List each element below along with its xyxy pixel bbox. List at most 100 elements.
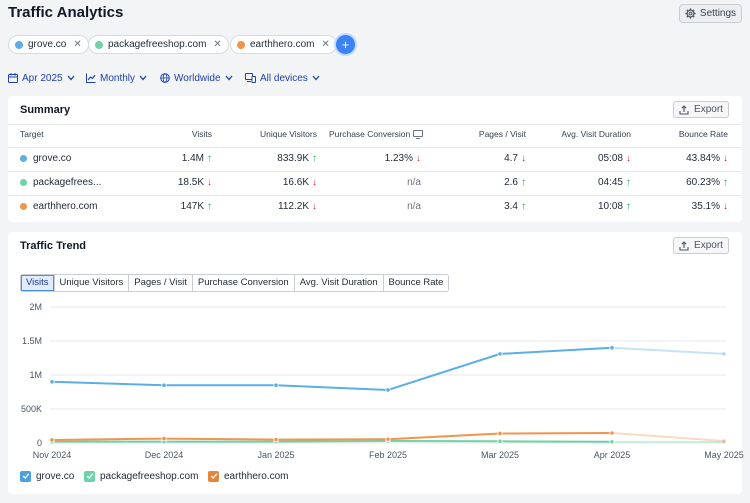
table-row[interactable]: packagefrees... (20, 177, 101, 188)
traffic-trend-chart: 0 500K 1M 1.5M 2M Nov 2024 Dec 2024 Jan 2025 Feb… (21, 302, 744, 460)
competitor-chip-earthhero[interactable]: earthhero.com ✕ (230, 35, 337, 54)
cell-value: 4.7 (504, 153, 518, 164)
summary-export-button[interactable]: Export (673, 101, 729, 118)
arrow-down-icon: ↓ (626, 153, 631, 164)
settings-button[interactable]: Settings (679, 4, 742, 23)
cell-value: 2.6 (504, 177, 518, 188)
date-filter-label: Apr 2025 (22, 72, 63, 84)
gear-icon (685, 8, 696, 19)
add-competitor-button[interactable]: + (336, 35, 355, 54)
column-header-avg-visit-duration[interactable]: Avg. Visit Duration (561, 129, 631, 139)
arrow-down-icon: ↓ (207, 177, 212, 188)
series-line-projected (611, 432, 725, 442)
close-icon[interactable]: ✕ (213, 39, 222, 50)
legend-item-packagefreeshop[interactable]: packagefreeshop.com (84, 469, 198, 483)
cell-value: 60.23% (686, 177, 720, 188)
arrow-up-icon: ↑ (312, 153, 317, 164)
desktop-icon (413, 129, 424, 139)
data-point[interactable] (609, 430, 615, 436)
data-point[interactable] (385, 436, 391, 442)
tab-bounce-rate[interactable]: Bounce Rate (388, 277, 444, 288)
data-point[interactable] (273, 382, 279, 388)
bounce-rate-cell: 35.1% ↓ (692, 201, 728, 212)
x-tick-label: Apr 2025 (594, 450, 631, 460)
legend-label: earthhero.com (224, 470, 289, 482)
table-row[interactable]: earthhero.com (20, 201, 97, 212)
column-header-purchase-conversion[interactable]: Purchase Conversion (329, 129, 424, 139)
data-point[interactable] (161, 435, 167, 442)
export-icon (679, 104, 689, 115)
data-point[interactable] (497, 430, 503, 437)
granularity-filter-label: Monthly (100, 72, 136, 84)
arrow-down-icon: ↓ (723, 153, 728, 164)
data-point[interactable] (49, 437, 55, 443)
region-filter-label: Worldwide (174, 72, 221, 84)
tab-visits[interactable]: Visits (21, 275, 55, 291)
data-point[interactable] (49, 379, 55, 385)
cell-value: 04:45 (597, 177, 623, 188)
granularity-filter[interactable]: Monthly (86, 71, 147, 85)
data-point[interactable] (721, 439, 727, 445)
summary-title: Summary (20, 104, 71, 116)
cell-value: n/a (407, 177, 421, 188)
unique-visitors-cell: 833.9K ↑ (277, 153, 317, 164)
cell-value: 10:08 (597, 201, 623, 212)
plus-icon: + (341, 37, 350, 52)
region-filter[interactable]: Worldwide (160, 71, 233, 85)
color-dot (20, 155, 27, 162)
tab-purchase-conversion[interactable]: Purchase Conversion (193, 275, 295, 291)
data-point[interactable] (497, 351, 503, 357)
data-point[interactable] (161, 382, 167, 388)
data-point[interactable] (385, 387, 391, 393)
color-dot (237, 40, 245, 49)
competitor-chip-grove[interactable]: grove.co ✕ (8, 35, 89, 54)
arrow-up-icon: ↑ (207, 153, 212, 164)
purchase-conversion-cell: 1.23% ↓ (385, 153, 421, 164)
pages-per-visit-cell: 2.6 ↑ (504, 177, 526, 188)
cell-value: 16.6K (282, 177, 309, 188)
data-point[interactable] (721, 351, 727, 357)
color-dot (95, 40, 103, 49)
column-header-pages-per-visit[interactable]: Pages / Visit (478, 129, 526, 139)
table-row[interactable]: grove.co (20, 153, 71, 164)
date-filter[interactable]: Apr 2025 (8, 71, 75, 85)
column-header-visits[interactable]: Visits (191, 129, 212, 139)
cell-value: 112.2K (278, 201, 309, 212)
tab-pages-per-visit[interactable]: Pages / Visit (129, 275, 193, 291)
arrow-down-icon: ↓ (312, 201, 317, 212)
metric-tabs: Visits Unique Visitors Pages / Visit Pur… (20, 274, 450, 292)
column-header-bounce-rate[interactable]: Bounce Rate (678, 129, 728, 139)
chevron-down-icon (312, 75, 320, 81)
chip-label: earthhero.com (250, 39, 315, 50)
unique-visitors-cell: 16.6K ↓ (283, 177, 317, 188)
summary-card (8, 96, 742, 222)
tab-unique-visitors[interactable]: Unique Visitors (55, 275, 130, 291)
legend-item-grove[interactable]: grove.co (20, 469, 74, 483)
color-dot (20, 179, 27, 186)
data-point[interactable] (609, 439, 615, 445)
export-label: Export (694, 104, 723, 115)
tab-avg-visit-duration[interactable]: Avg. Visit Duration (295, 275, 384, 291)
device-filter[interactable]: All devices (245, 71, 320, 85)
cell-value: 05:08 (597, 153, 623, 164)
visits-cell: 147K ↑ (181, 201, 212, 212)
cell-value: n/a (407, 201, 421, 212)
close-icon[interactable]: ✕ (73, 39, 82, 50)
target-cell: earthhero.com (33, 201, 98, 212)
arrow-down-icon: ↓ (521, 153, 526, 164)
legend-item-earthhero[interactable]: earthhero.com (208, 469, 288, 483)
arrow-up-icon: ↑ (207, 201, 212, 212)
trend-export-button[interactable]: Export (673, 237, 729, 254)
data-point[interactable] (273, 437, 279, 443)
y-tick-label: 2M (29, 302, 42, 312)
competitor-chip-packagefreeshop[interactable]: packagefreeshop.com ✕ (88, 35, 229, 54)
close-icon[interactable]: ✕ (321, 39, 330, 50)
data-point[interactable] (721, 438, 727, 444)
column-header-unique-visitors[interactable]: Unique Visitors (259, 129, 317, 139)
chevron-down-icon (139, 75, 147, 81)
data-point[interactable] (609, 345, 615, 351)
export-icon (679, 240, 689, 251)
cell-value: 18.5K (177, 177, 204, 188)
checkbox-checked-icon (84, 470, 95, 482)
data-point[interactable] (497, 438, 503, 444)
